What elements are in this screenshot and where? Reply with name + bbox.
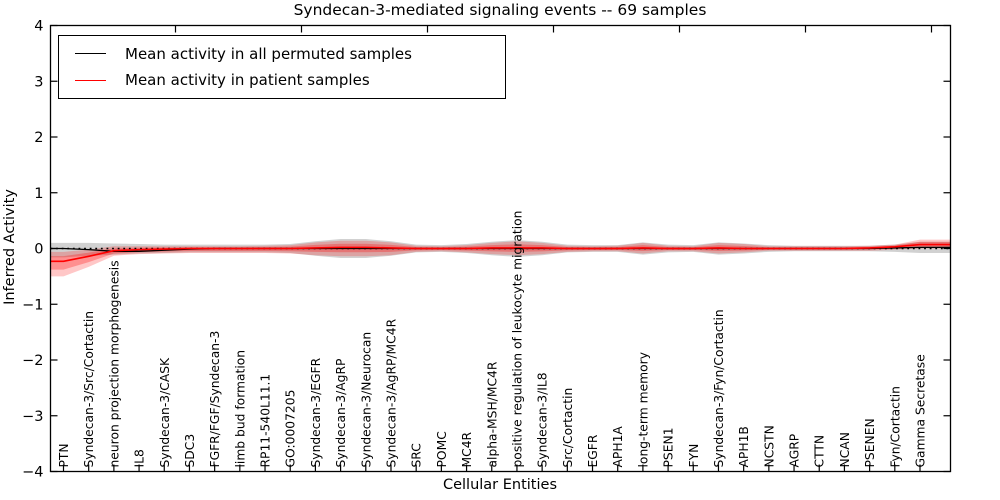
x-category-label: PTN (57, 443, 71, 467)
y-tick-label: −1 (22, 297, 43, 313)
x-category-label: FGFR/FGF/Syndecan-3 (208, 331, 222, 468)
x-category-label: Gamma Secretase (914, 354, 928, 467)
x-category-label: CTTN (813, 435, 827, 468)
y-axis-label: Inferred Activity (2, 189, 18, 305)
x-category-label: Syndecan-3/AgRP (334, 359, 348, 468)
y-tick-label: −4 (22, 465, 43, 481)
x-category-label: neuron projection morphogenesis (107, 260, 121, 467)
x-category-label: Fyn/Cortactin (888, 386, 902, 467)
x-category-label: EGFR (586, 434, 600, 467)
legend-label-patient: Mean activity in patient samples (125, 71, 370, 90)
x-category-label: RP11-540L11.1 (259, 374, 273, 468)
chart-title: Syndecan-3-mediated signaling events -- … (293, 1, 707, 19)
x-category-label: NCSTN (762, 425, 776, 467)
x-category-label: long-term memory (636, 352, 650, 467)
y-tick-label: −3 (22, 409, 43, 425)
x-category-label: Syndecan-3/EGFR (309, 357, 323, 467)
x-category-label: PSENEN (863, 418, 877, 467)
x-category-label: Syndecan-3/Neurocan (359, 332, 373, 468)
x-category-label: Syndecan-3/Src/Cortactin (82, 311, 96, 468)
x-category-label: SRC (410, 443, 424, 467)
y-tick-label: 1 (34, 186, 43, 202)
y-tick-label: 0 (34, 242, 43, 258)
x-category-label: AGRP (788, 434, 802, 468)
legend: Mean activity in all permuted samples Me… (58, 35, 506, 99)
x-category-label: alpha-MSH/MC4R (485, 361, 499, 467)
x-category-label: APH1A (611, 426, 625, 468)
x-category-label: positive regulation of leukocyte migrati… (510, 211, 524, 468)
x-category-label: POMC (435, 431, 449, 467)
legend-line-sample-permuted-icon (75, 53, 106, 55)
patient-mean-line (50, 243, 951, 263)
x-category-label: APH1B (737, 426, 751, 467)
y-tick-label: 3 (34, 74, 43, 90)
x-category-label: GO:0007205 (284, 390, 298, 468)
y-tick-label: −2 (22, 353, 43, 369)
x-category-label: Syndecan-3/Fyn/Cortactin (712, 309, 726, 467)
legend-line-sample-patient-icon (75, 79, 106, 81)
x-axis-label: Cellular Entities (442, 477, 558, 493)
y-tick-label: 2 (34, 130, 43, 146)
legend-item-patient: Mean activity in patient samples (75, 71, 505, 89)
x-category-label: PSEN1 (662, 427, 676, 467)
x-category-label: Syndecan-3/IL8 (536, 372, 550, 467)
y-tick-label: 4 (34, 19, 43, 35)
x-category-label: MC4R (460, 431, 474, 467)
x-category-label: FYN (687, 444, 701, 468)
x-category-label: IL8 (133, 449, 147, 467)
x-category-label: SDC3 (183, 434, 197, 468)
x-category-label: NCAN (838, 432, 852, 467)
x-category-label: limb bud formation (233, 350, 247, 468)
x-category-label: Syndecan-3/AgRP/MC4R (384, 318, 398, 467)
legend-item-permuted: Mean activity in all permuted samples (75, 45, 505, 63)
x-category-label: Src/Cortactin (561, 388, 575, 468)
x-category-label: Syndecan-3/CASK (158, 357, 172, 468)
legend-label-permuted: Mean activity in all permuted samples (125, 44, 412, 63)
